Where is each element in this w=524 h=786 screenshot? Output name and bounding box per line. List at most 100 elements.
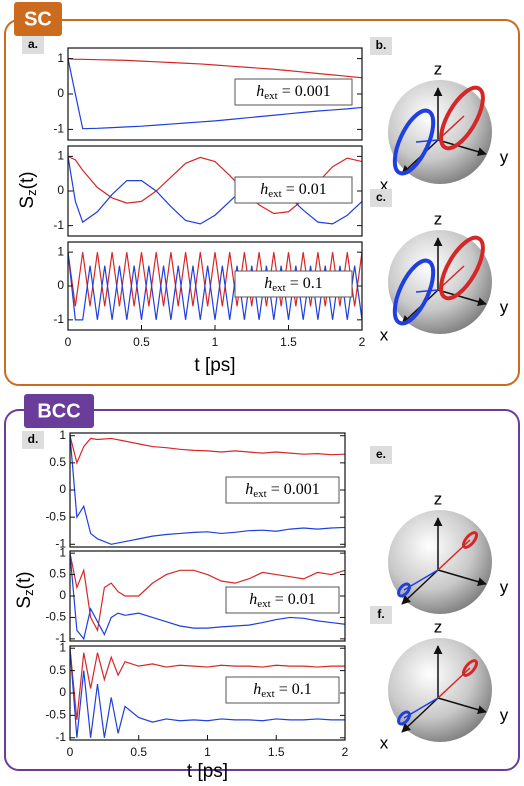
series-line — [68, 156, 362, 225]
y-label-main: S — [14, 596, 35, 609]
annotation: hext = 0.001 — [245, 481, 319, 500]
annotation-rest: = 0.001 — [267, 481, 320, 498]
sc-frame — [4, 19, 520, 386]
series-line — [70, 648, 345, 738]
y-tick-label: 1 — [57, 51, 64, 65]
axis-name: y — [500, 705, 509, 724]
annotation-sub: ext — [264, 90, 277, 102]
series-line — [70, 553, 345, 641]
annotation: hext = 0.1 — [264, 275, 322, 294]
panel-label-bg — [370, 606, 392, 624]
x-tick-label: 0.5 — [130, 745, 147, 759]
y-tick-label: 1 — [59, 428, 66, 442]
y-tick-label: 1 — [59, 545, 66, 559]
series-line — [70, 553, 345, 633]
annotation-sub: ext — [272, 282, 285, 294]
axis-name: y — [500, 147, 509, 166]
x-tick-label: 1 — [212, 335, 219, 349]
annotation-box — [225, 676, 340, 704]
axis-name: x — [380, 175, 389, 194]
axis-arrow — [401, 569, 439, 605]
annotation-rest: = 0.01 — [282, 181, 327, 198]
axis-name: z — [434, 59, 443, 78]
annotation-sub: ext — [253, 488, 266, 500]
bcc-frame — [4, 409, 520, 771]
series-line — [70, 435, 345, 545]
y-tick-label: -0.5 — [45, 708, 66, 722]
trajectory-red — [439, 235, 485, 301]
trajectory-red — [439, 85, 485, 151]
annotation: hext = 0.001 — [256, 83, 330, 102]
y-tick-label: -0.5 — [45, 610, 66, 624]
x-tick-label: 1 — [204, 745, 211, 759]
annotation-rest: = 0.01 — [271, 591, 316, 608]
annotation-box — [225, 586, 340, 614]
arrow-blue — [415, 139, 439, 143]
axis-name: x — [380, 325, 389, 344]
panel-label-bg — [22, 431, 44, 449]
y-label-rest: (t) — [14, 571, 35, 589]
axis-name: z — [434, 209, 443, 228]
series-line — [68, 58, 362, 130]
bcc-tab — [24, 394, 94, 428]
series-line — [70, 435, 345, 465]
y-axis-label: Sz(t) — [14, 571, 36, 608]
trajectory-blue — [392, 108, 436, 176]
group-title: BCC — [37, 400, 80, 422]
axis-name: y — [500, 577, 509, 596]
y-tick-label: 1 — [59, 640, 66, 654]
x-tick-label: 0 — [65, 335, 72, 349]
panel-label: d. — [28, 432, 39, 446]
trajectory-red — [461, 659, 479, 677]
panel-label: a. — [28, 37, 38, 51]
y-label-main: S — [17, 196, 38, 209]
series-line — [70, 648, 345, 720]
annotation-main: h — [249, 591, 257, 608]
annotation: hext = 0.1 — [253, 681, 311, 700]
annotation-sub: ext — [261, 688, 274, 700]
y-label-sub: z — [24, 189, 39, 196]
axis-arrow — [437, 569, 487, 587]
annotation: hext = 0.01 — [260, 181, 326, 200]
axis-name: y — [500, 297, 509, 316]
y-tick-label: 0 — [57, 86, 64, 100]
axis-arrow — [437, 289, 487, 307]
annotation-box — [234, 270, 353, 298]
y-tick-label: -1 — [53, 312, 64, 326]
axis-name: x — [380, 733, 389, 752]
annotation: hext = 0.01 — [249, 591, 315, 610]
y-tick-label: -0.5 — [45, 509, 66, 523]
annotation-box — [234, 176, 353, 204]
axis-arrow — [437, 697, 487, 715]
y-tick-label: -1 — [55, 730, 66, 744]
y-tick-label: -1 — [53, 122, 64, 136]
group-title: SC — [24, 8, 52, 30]
annotation-rest: = 0.001 — [278, 83, 331, 100]
x-tick-label: 2 — [342, 745, 349, 759]
y-tick-label: 0.5 — [49, 455, 66, 469]
annotation-main: h — [264, 275, 272, 292]
annotation-rest: = 0.1 — [275, 681, 312, 698]
panel-label: b. — [376, 38, 387, 52]
x-tick-label: 0.5 — [133, 335, 150, 349]
y-tick-label: -1 — [55, 536, 66, 550]
y-tick-label: 0 — [59, 685, 66, 699]
y-tick-label: 0 — [57, 278, 64, 292]
annotation-main: h — [260, 181, 268, 198]
arrow-blue — [403, 569, 439, 591]
annotation-box — [234, 78, 353, 106]
axis-arrow — [437, 139, 487, 157]
arrow-red — [437, 667, 471, 699]
panel-label: c. — [376, 190, 386, 204]
y-label-rest: (t) — [17, 171, 38, 189]
axis-arrow — [401, 697, 439, 733]
x-tick-label: 0 — [67, 745, 74, 759]
trajectory-blue — [392, 258, 436, 326]
panel-label-bg — [370, 37, 392, 55]
panel-label-bg — [370, 446, 392, 464]
arrow-red — [437, 265, 465, 291]
y-tick-label: 0 — [57, 183, 64, 197]
x-axis-label: t [ps] — [194, 355, 235, 376]
panel-label: e. — [376, 447, 386, 461]
